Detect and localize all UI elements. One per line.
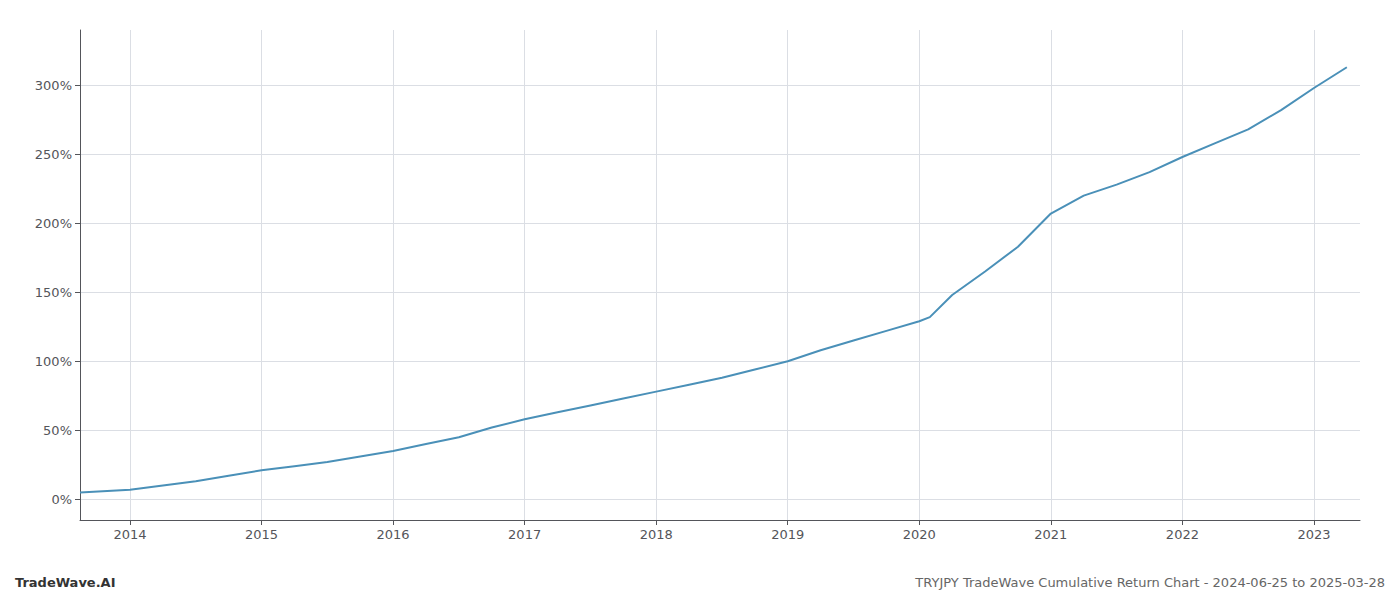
svg-text:200%: 200%	[35, 216, 72, 231]
svg-text:2020: 2020	[903, 527, 936, 542]
svg-text:2022: 2022	[1166, 527, 1199, 542]
svg-text:100%: 100%	[35, 354, 72, 369]
svg-text:2017: 2017	[508, 527, 541, 542]
svg-text:150%: 150%	[35, 285, 72, 300]
svg-text:2023: 2023	[1297, 527, 1330, 542]
svg-text:300%: 300%	[35, 78, 72, 93]
svg-text:2016: 2016	[377, 527, 410, 542]
svg-text:2015: 2015	[245, 527, 278, 542]
svg-text:0%: 0%	[51, 492, 72, 507]
svg-text:2014: 2014	[113, 527, 146, 542]
svg-text:TradeWave.AI: TradeWave.AI	[15, 575, 116, 590]
svg-text:2019: 2019	[771, 527, 804, 542]
svg-text:2021: 2021	[1034, 527, 1067, 542]
svg-text:2018: 2018	[640, 527, 673, 542]
svg-text:50%: 50%	[43, 423, 72, 438]
svg-text:250%: 250%	[35, 147, 72, 162]
svg-text:TRYJPY TradeWave Cumulative Re: TRYJPY TradeWave Cumulative Return Chart…	[914, 575, 1385, 590]
